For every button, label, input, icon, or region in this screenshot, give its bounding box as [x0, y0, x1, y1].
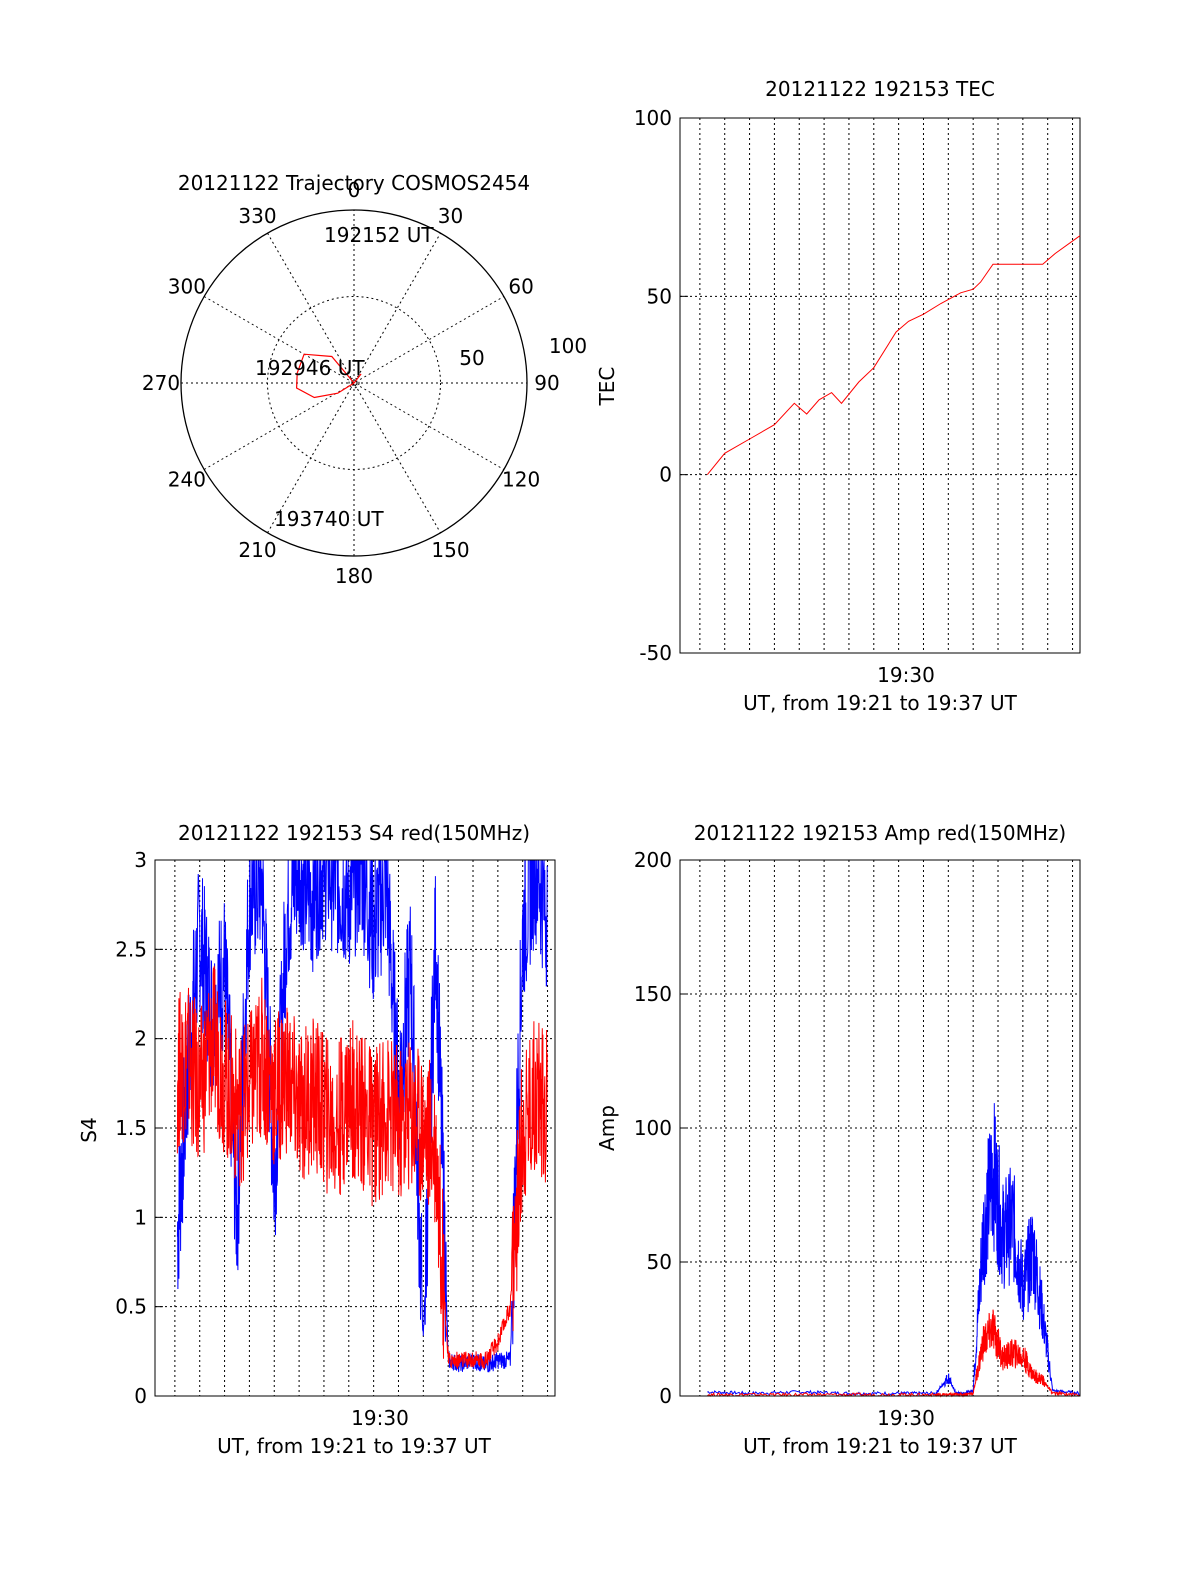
- polar-angle-label-210: 210: [238, 538, 276, 562]
- series-line-1: [706, 1309, 1080, 1398]
- polar-radius-label-100: 100: [549, 334, 587, 358]
- s4-series-group: [176, 859, 548, 1373]
- tec-plot-frame: [679, 117, 1081, 654]
- s4-panel: 20121122 192153 S4 red(150MHz) 0 0.5 1 1.5 2…: [77, 821, 556, 1458]
- trajectory-end-label: 193740 UT: [274, 507, 384, 531]
- polar-radius-label-50: 50: [459, 346, 484, 370]
- tec-series-group: [706, 235, 1081, 476]
- polar-angle-label-180: 180: [335, 564, 373, 588]
- polar-angle-label-300: 300: [168, 275, 206, 299]
- y-tick-label: 0.5: [115, 1295, 147, 1319]
- polar-panel: 20121122 Trajectory COSMOS2454 0 30 60 90 12…: [142, 171, 587, 588]
- y-tick-label: 100: [634, 106, 672, 130]
- polar-angle-label-150: 150: [431, 538, 469, 562]
- y-tick-label: 200: [634, 848, 672, 872]
- y-tick-label: 3: [134, 848, 147, 872]
- amp-x-axis-label: UT, from 19:21 to 19:37 UT: [743, 1434, 1018, 1458]
- tec-x-tick-label: 19:30: [877, 663, 935, 687]
- y-tick-label: 2.5: [115, 937, 147, 961]
- y-tick-label: 150: [634, 982, 672, 1006]
- amp-panel: 20121122 192153 Amp red(150MHz) 0 50 100 15…: [595, 821, 1081, 1458]
- tec-grid: [680, 117, 1080, 654]
- y-tick-label: 0: [134, 1384, 147, 1408]
- y-tick-label: 2: [134, 1027, 147, 1051]
- polar-title: 20121122 Trajectory COSMOS2454: [178, 171, 530, 195]
- polar-angle-label-270: 270: [142, 371, 180, 395]
- y-tick-label: 50: [647, 1250, 672, 1274]
- polar-angle-label-0: 0: [348, 178, 361, 202]
- s4-plot-frame: [154, 859, 556, 1397]
- y-tick-label: 0: [659, 463, 672, 487]
- s4-y-tick-labels: 0 0.5 1 1.5 2 2.5 3: [115, 848, 147, 1408]
- y-tick-label: 1: [134, 1205, 147, 1229]
- polar-angle-label-330: 330: [238, 204, 276, 228]
- series-line-0: [706, 235, 1081, 476]
- y-tick-label: 0: [659, 1384, 672, 1408]
- s4-title: 20121122 192153 S4 red(150MHz): [178, 821, 530, 845]
- amp-x-tick-label: 19:30: [877, 1406, 935, 1430]
- tec-x-axis-label: UT, from 19:21 to 19:37 UT: [743, 691, 1018, 715]
- tec-y-axis-label: TEC: [595, 367, 619, 407]
- polar-center-circle: [348, 377, 360, 389]
- y-tick-label: 50: [647, 284, 672, 308]
- amp-grid: [680, 859, 1080, 1397]
- y-tick-label: 100: [634, 1116, 672, 1140]
- trajectory-mid-label: 192946 UT: [255, 356, 365, 380]
- s4-x-axis-label: UT, from 19:21 to 19:37 UT: [217, 1434, 492, 1458]
- tec-title: 20121122 192153 TEC: [765, 77, 995, 101]
- amp-y-tick-labels: 0 50 100 150 200: [634, 848, 672, 1408]
- polar-angle-label-90: 90: [534, 371, 559, 395]
- polar-grid: [180, 209, 528, 557]
- amp-series-group: [706, 1103, 1080, 1398]
- s4-x-tick-label: 19:30: [351, 1406, 409, 1430]
- y-tick-label: 1.5: [115, 1116, 147, 1140]
- polar-angle-label-60: 60: [508, 275, 533, 299]
- polar-trajectory-line: [295, 353, 362, 399]
- s4-y-axis-label: S4: [77, 1117, 101, 1142]
- amp-plot-frame: [679, 859, 1081, 1397]
- amp-y-axis-label: Amp: [595, 1105, 619, 1151]
- polar-angle-label-120: 120: [502, 468, 540, 492]
- polar-angle-label-30: 30: [438, 204, 463, 228]
- amp-title: 20121122 192153 Amp red(150MHz): [694, 821, 1066, 845]
- tec-y-tick-labels: -50 0 50 100: [634, 106, 672, 665]
- polar-angle-labels: 0 30 60 90 120 150 180 210 240 270 300 330: [142, 178, 560, 588]
- tec-panel: 20121122 192153 TEC -50 0 50 100 19:30 UT, …: [595, 77, 1081, 715]
- series-line-1: [176, 965, 548, 1369]
- polar-angle-label-240: 240: [168, 468, 206, 492]
- trajectory-start-label: 192152 UT: [324, 223, 434, 247]
- y-tick-label: -50: [639, 641, 672, 665]
